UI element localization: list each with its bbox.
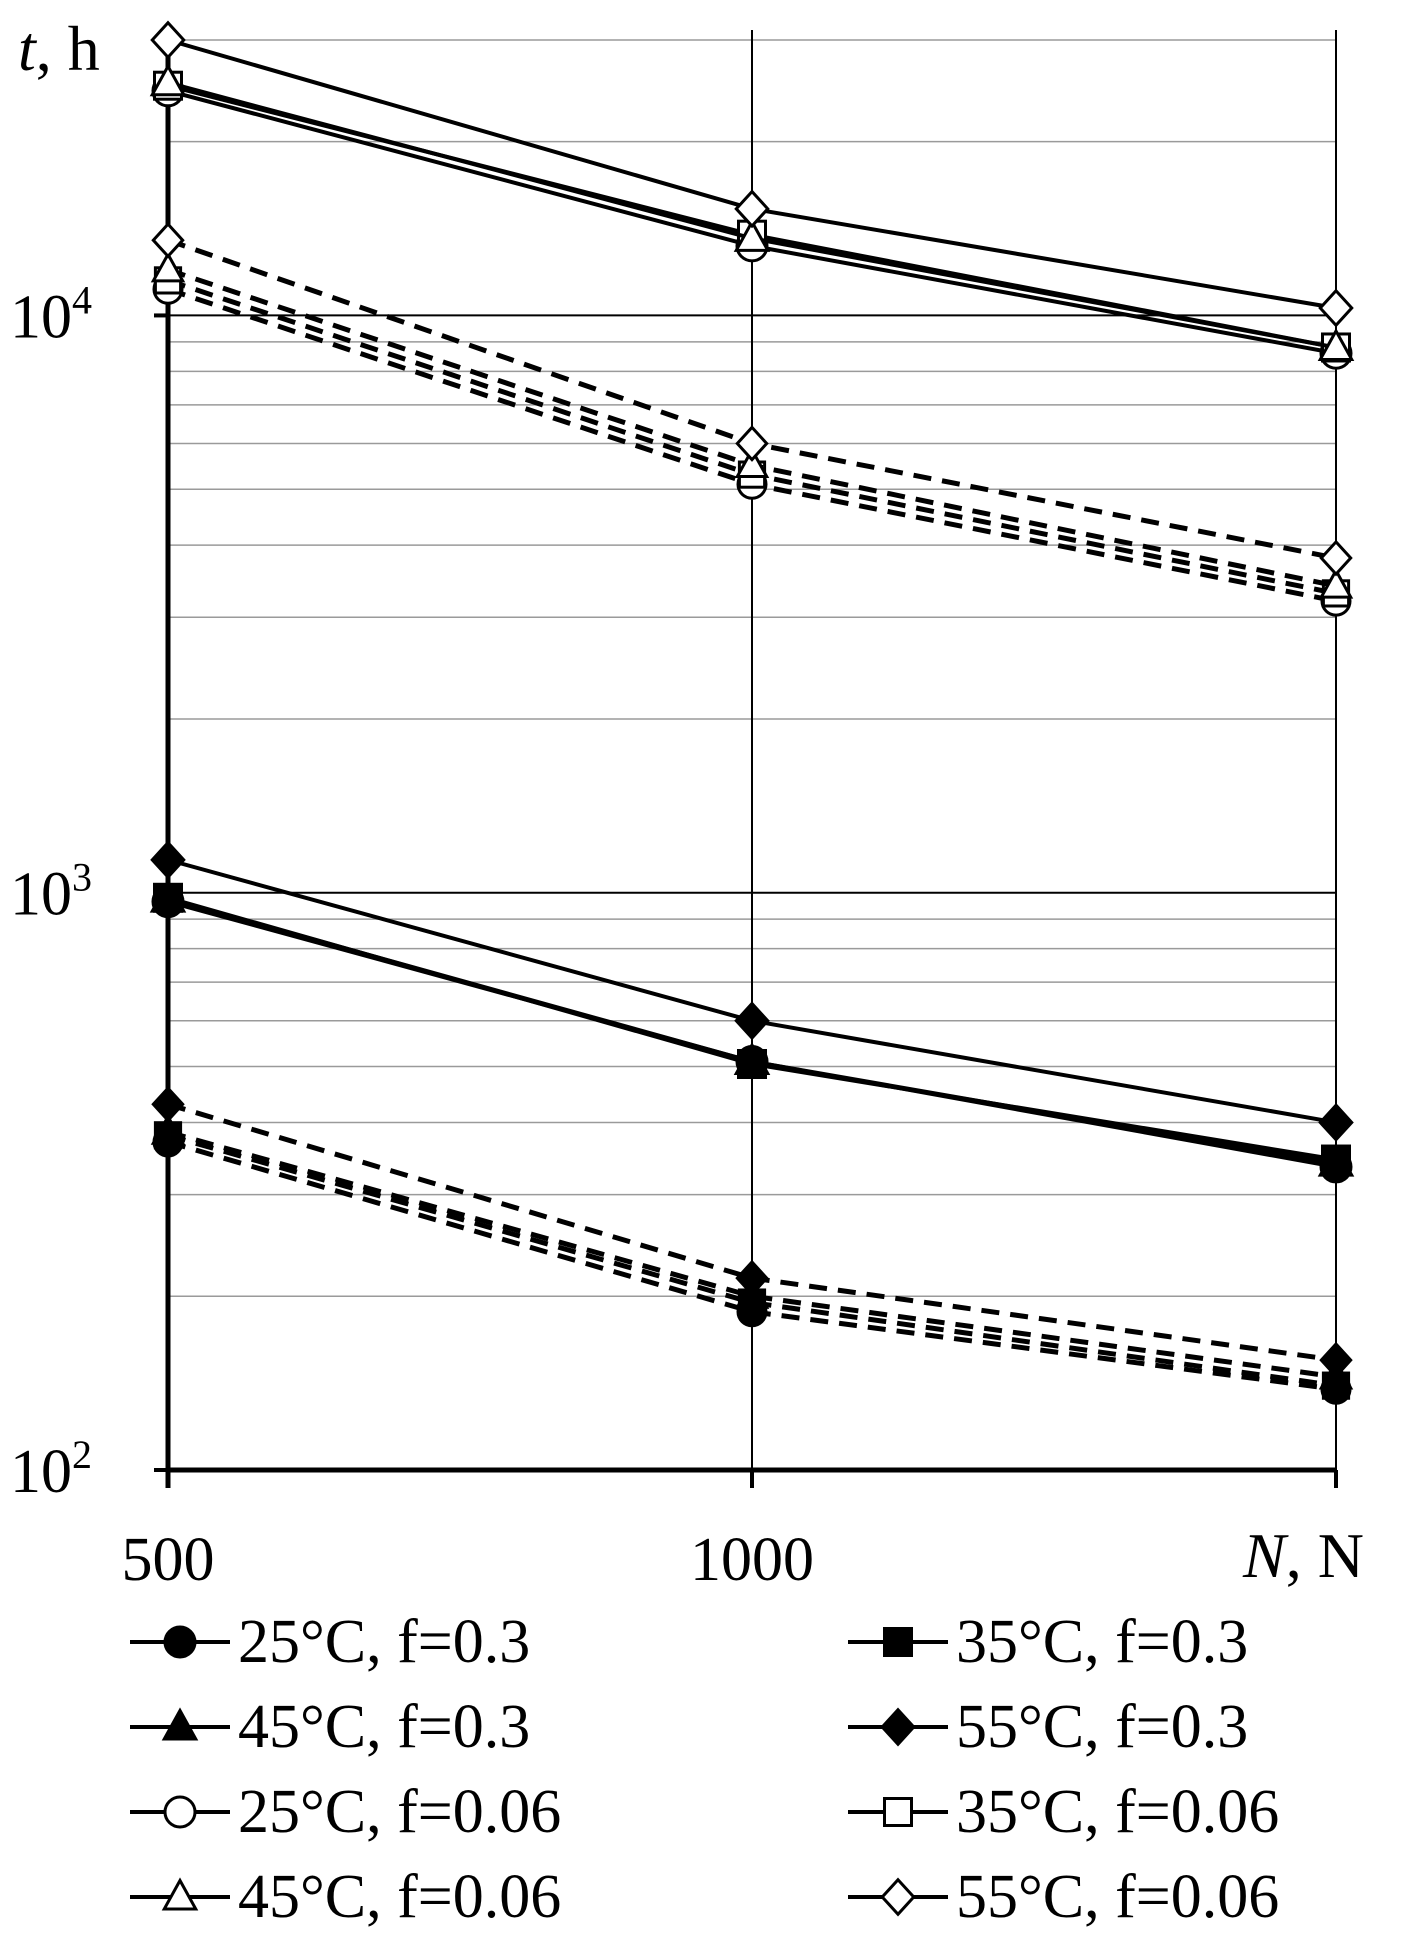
y-axis-title: t, h <box>18 13 100 84</box>
legend-marker-square <box>883 1797 913 1827</box>
legend-label: 25°C, f=0.3 <box>238 1608 530 1676</box>
legend-item: 25°C, f=0.06 <box>130 1778 561 1846</box>
legend-marker-circle <box>163 1625 197 1659</box>
legend-label: 45°C, f=0.06 <box>238 1863 561 1931</box>
legend-item: 45°C, f=0.3 <box>130 1693 530 1761</box>
series-line-dashed <box>167 1129 1337 1380</box>
legend-item: 35°C, f=0.06 <box>848 1778 1279 1846</box>
legend-marker-square <box>883 1627 913 1657</box>
data-point-triangle <box>1317 1143 1355 1177</box>
legend-label: 35°C, f=0.06 <box>956 1778 1279 1846</box>
data-point-triangle <box>149 63 187 97</box>
data-point-triangle <box>1317 327 1355 361</box>
legend-label: 25°C, f=0.06 <box>238 1778 561 1846</box>
data-point-triangle <box>150 1113 186 1145</box>
data-point-diamond <box>734 189 770 229</box>
series-55-c-f-0-06-dashed- <box>151 221 1353 577</box>
tick-labels: 500 1000 102 103 104 <box>10 277 814 1594</box>
series-55-c-f-0-06 <box>150 20 1354 328</box>
series-45-c-f-0-06-dashed- <box>150 251 1354 599</box>
data-point-diamond <box>1319 1341 1353 1379</box>
data-point-diamond <box>150 840 186 880</box>
legend-label: 55°C, f=0.06 <box>956 1863 1279 1931</box>
data-point-diamond <box>734 1001 770 1041</box>
legend-item: 55°C, f=0.3 <box>848 1693 1248 1761</box>
series-group <box>149 20 1355 1405</box>
x-tick-label: 500 <box>122 1526 215 1594</box>
x-axis-title: N, N <box>1242 1520 1364 1591</box>
legend-item: 25°C, f=0.3 <box>130 1608 530 1676</box>
x-tick-label: 1000 <box>690 1526 814 1594</box>
legend-marker-diamond <box>880 1707 916 1747</box>
legend-item: 55°C, f=0.06 <box>848 1863 1279 1931</box>
series-45-c-f-0-3 <box>149 879 1355 1177</box>
data-point-diamond <box>735 1259 769 1297</box>
data-point-triangle <box>150 251 186 283</box>
legend-marker-diamond <box>880 1877 916 1917</box>
data-point-triangle <box>734 446 770 479</box>
series-line-dashed <box>167 1132 1337 1389</box>
legend-marker-circle <box>163 1795 197 1829</box>
legend-label: 45°C, f=0.3 <box>238 1693 530 1761</box>
y-tick-label: 103 <box>10 855 92 929</box>
y-tick-label: 104 <box>10 277 92 351</box>
data-point-diamond <box>151 1085 185 1123</box>
legend: 25°C, f=0.3 35°C, f=0.3 45°C, f=0.3 55°C, f… <box>130 1608 1279 1931</box>
series-45-c-f-0-06 <box>149 63 1355 361</box>
y-tick-label: 102 <box>10 1432 92 1506</box>
legend-marker-triangle <box>161 1707 199 1741</box>
data-point-triangle <box>733 1041 771 1076</box>
legend-label: 35°C, f=0.3 <box>956 1608 1248 1676</box>
series-55-c-f-0-3 <box>150 840 1354 1142</box>
legend-label: 55°C, f=0.3 <box>956 1693 1248 1761</box>
data-point-triangle <box>733 218 771 252</box>
data-point-diamond <box>150 20 186 60</box>
legend-marker-triangle <box>161 1877 199 1911</box>
data-point-diamond <box>1319 539 1353 577</box>
data-point-diamond <box>735 425 769 462</box>
data-point-diamond <box>1318 288 1354 328</box>
series-55-c-f-0-3-dashed- <box>151 1085 1353 1379</box>
legend-item: 35°C, f=0.3 <box>848 1608 1248 1676</box>
data-point-diamond <box>151 221 185 259</box>
legend-item: 45°C, f=0.06 <box>130 1863 561 1931</box>
data-point-triangle <box>149 879 187 913</box>
series-line-dashed <box>167 1139 1337 1392</box>
data-point-triangle <box>1318 567 1354 599</box>
data-point-diamond <box>1318 1102 1354 1142</box>
